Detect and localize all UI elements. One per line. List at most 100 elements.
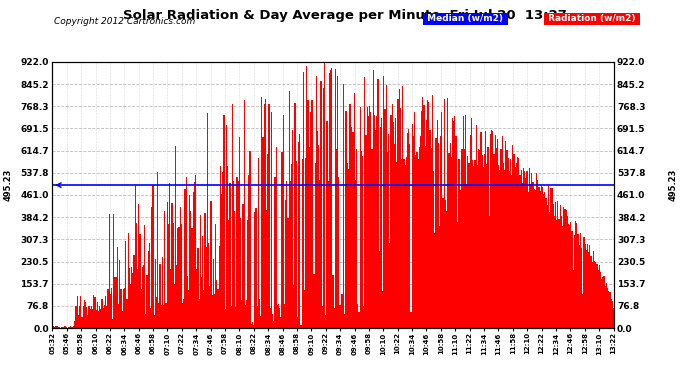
Bar [156,297,157,328]
Bar [267,154,268,328]
Bar [99,306,100,328]
Bar [253,326,254,328]
Bar [487,147,489,328]
Bar [593,251,594,328]
Bar [162,257,163,328]
Bar [199,215,201,328]
Bar [209,286,210,328]
Bar [65,326,66,328]
Bar [472,160,473,328]
Bar [600,272,601,328]
Bar [362,156,363,328]
Bar [305,158,306,328]
Bar [194,182,195,328]
Bar [216,280,217,328]
Bar [126,299,128,328]
Bar [575,220,576,328]
Bar [376,116,377,328]
Bar [569,225,571,328]
Bar [311,100,312,328]
Bar [363,306,364,328]
Bar [129,268,130,328]
Bar [292,130,293,328]
Bar [125,241,126,328]
Bar [85,302,86,328]
Bar [176,265,177,328]
Bar [280,317,282,328]
Bar [155,259,156,328]
Bar [225,309,226,328]
Bar [383,76,384,328]
Bar [414,112,415,328]
Bar [255,208,257,328]
Bar [298,142,299,328]
Bar [215,224,216,328]
Bar [447,98,448,328]
Bar [387,152,388,328]
Bar [277,305,278,328]
Bar [258,158,259,328]
Bar [458,159,459,328]
Bar [587,244,588,328]
Bar [70,327,72,328]
Bar [439,226,440,328]
Bar [428,102,429,328]
Bar [217,289,219,328]
Bar [250,324,252,328]
Bar [359,107,361,328]
Bar [555,202,556,328]
Bar [591,262,593,328]
Bar [531,174,533,328]
Bar [401,159,402,328]
Bar [103,308,104,328]
Bar [586,250,587,328]
Bar [339,305,341,328]
Bar [483,166,484,328]
Bar [123,289,124,328]
Bar [242,204,244,328]
Bar [375,129,376,328]
Bar [246,300,247,328]
Bar [317,130,318,328]
Bar [302,159,303,328]
Bar [444,99,445,328]
Bar [320,81,322,328]
Bar [386,85,387,328]
Bar [550,188,551,328]
Bar [264,104,265,328]
Bar [357,303,358,328]
Bar [237,182,239,328]
Bar [136,224,137,328]
Bar [409,144,411,328]
Bar [551,188,553,328]
Bar [584,244,586,328]
Bar [226,126,227,328]
Bar [152,185,154,328]
Bar [124,288,125,328]
Bar [174,285,175,328]
Bar [393,122,394,328]
Bar [369,106,371,328]
Bar [190,211,191,328]
Bar [201,277,202,328]
Bar [214,294,215,328]
Bar [465,116,466,328]
Bar [151,207,152,328]
Bar [138,204,139,328]
Bar [563,207,564,328]
Bar [148,251,149,328]
Bar [88,306,90,328]
Bar [533,189,535,328]
Bar [506,150,508,328]
Bar [90,309,91,328]
Bar [108,214,110,328]
Bar [440,136,441,328]
Bar [341,294,342,328]
Bar [553,216,555,328]
Bar [346,163,348,328]
Bar [608,291,609,328]
Bar [259,299,260,328]
Bar [146,275,148,328]
Bar [578,234,579,328]
Bar [207,113,208,328]
